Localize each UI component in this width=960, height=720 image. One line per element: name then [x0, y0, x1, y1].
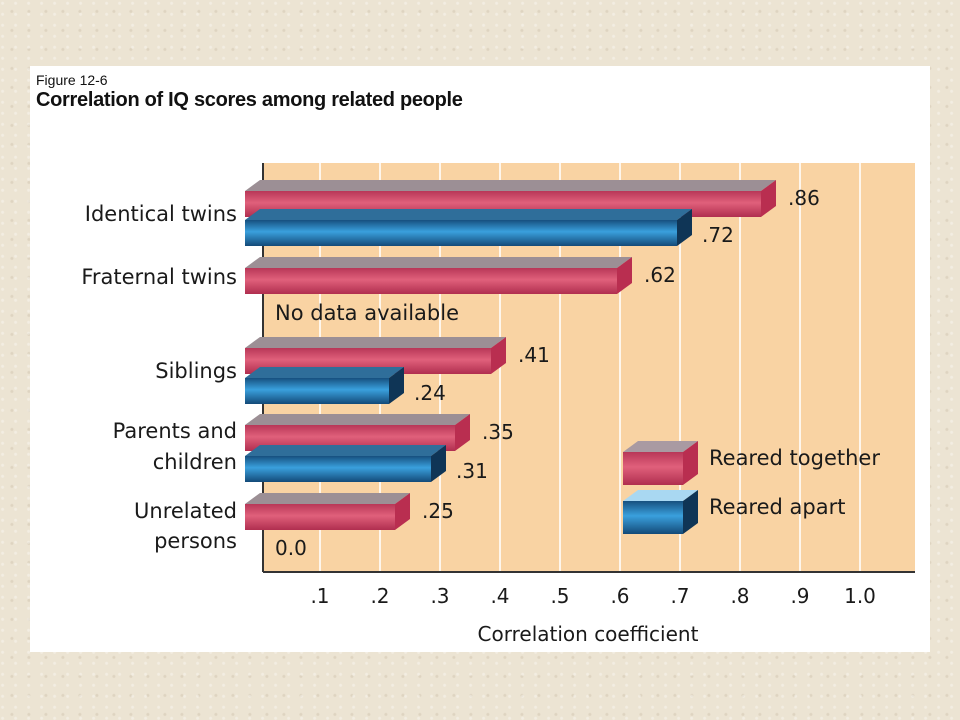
legend-reared-together-label: Reared together	[709, 446, 880, 470]
data-label-reared-together: .86	[788, 186, 820, 210]
x-tick-label: .9	[790, 584, 809, 608]
x-tick-label: .7	[670, 584, 689, 608]
data-label-reared-together: .62	[644, 263, 676, 287]
bar-reared-together-top	[245, 180, 776, 191]
x-tick-label: .2	[370, 584, 389, 608]
bar-reared-together-top	[245, 414, 470, 425]
data-label-reared-together: .35	[482, 420, 514, 444]
category-label: Siblings	[155, 359, 237, 383]
x-tick-label: .6	[610, 584, 629, 608]
data-label-reared-together: .25	[422, 499, 454, 523]
legend-reared-apart-swatch-top	[623, 490, 698, 501]
data-label-reared-apart: .72	[702, 223, 734, 247]
data-label-reared-together: .41	[518, 343, 550, 367]
bar-reared-together-side	[491, 337, 506, 374]
bar-reared-apart-top	[245, 367, 404, 378]
x-tick-label: .8	[730, 584, 749, 608]
category-label: Identical twins	[85, 202, 237, 226]
data-label-reared-apart: 0.0	[275, 536, 307, 560]
x-tick-label: .5	[550, 584, 569, 608]
bar-reared-together-side	[761, 180, 776, 217]
figure-title: Correlation of IQ scores among related p…	[36, 89, 463, 111]
legend-reared-apart-swatch-side	[683, 490, 698, 534]
x-tick-label: 1.0	[844, 584, 876, 608]
category-label: Parents and	[113, 419, 237, 443]
bar-reared-apart-side	[431, 445, 446, 482]
legend-reared-apart-swatch	[623, 501, 683, 534]
x-tick-label: .4	[490, 584, 509, 608]
x-tick-label: .3	[430, 584, 449, 608]
category-label: Fraternal twins	[81, 265, 237, 289]
bar-reared-apart	[245, 220, 677, 246]
bar-reared-together-side	[617, 257, 632, 294]
bar-reared-apart-side	[677, 209, 692, 246]
legend-reared-together-swatch-top	[623, 441, 698, 452]
bar-reared-apart	[245, 456, 431, 482]
x-tick-label: .1	[310, 584, 329, 608]
bar-reared-together	[245, 504, 395, 530]
data-label-reared-apart: .31	[456, 459, 488, 483]
bar-reared-together-top	[245, 337, 506, 348]
x-axis-title: Correlation coefficient	[478, 622, 699, 646]
bar-reared-together-top	[245, 257, 632, 268]
no-data-label: No data available	[275, 301, 459, 325]
bar-reared-together-side	[395, 493, 410, 530]
category-label: persons	[154, 529, 237, 553]
legend-reared-together-swatch-side	[683, 441, 698, 485]
bar-reared-apart-top	[245, 209, 692, 220]
category-label: children	[153, 450, 237, 474]
bar-reared-together-top	[245, 493, 410, 504]
legend-reared-apart-label: Reared apart	[709, 495, 845, 519]
bar-reared-together	[245, 268, 617, 294]
bar-reared-apart-top	[245, 445, 446, 456]
category-label: Unrelated	[134, 499, 237, 523]
bar-reared-apart	[245, 378, 389, 404]
bar-reared-apart-side	[389, 367, 404, 404]
data-label-reared-apart: .24	[414, 381, 446, 405]
legend-reared-together-swatch	[623, 452, 683, 485]
figure-label: Figure 12-6	[36, 72, 108, 88]
bar-reared-together-side	[455, 414, 470, 451]
